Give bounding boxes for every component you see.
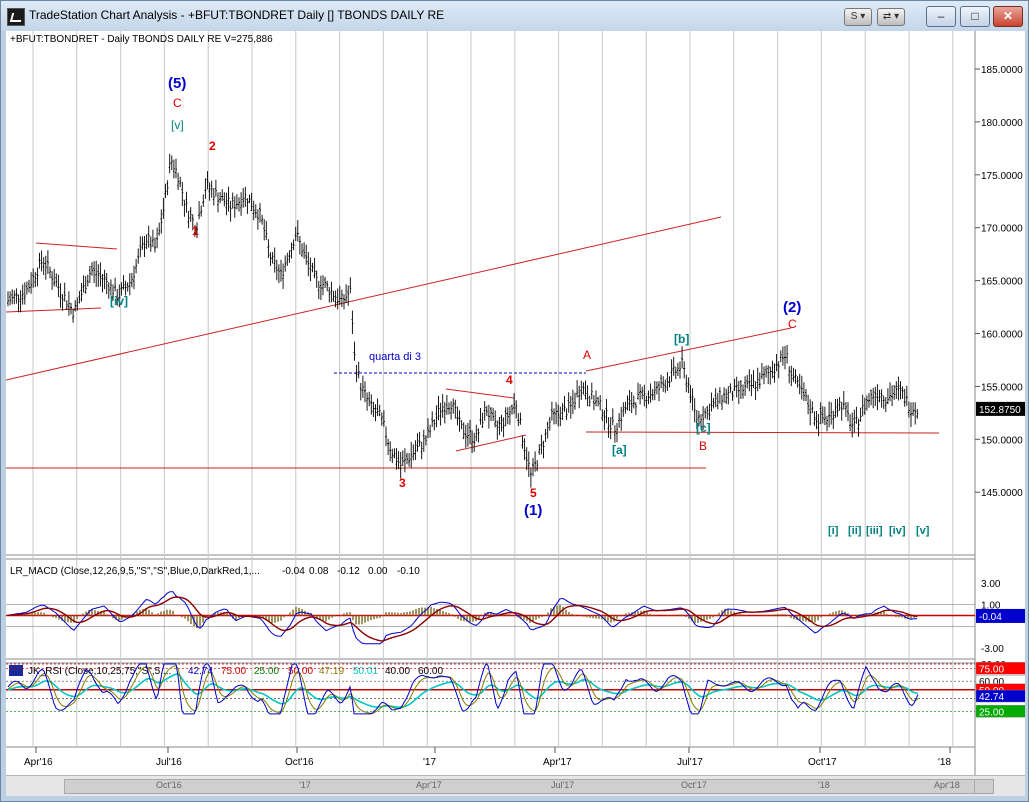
rsi-value: 40.00	[385, 666, 410, 677]
chart-area[interactable]: (5) C [v] 2 1 [iv] quarta di 3 4 3 5 (1) A [a] [b] [c]…	[5, 31, 1027, 775]
wave-label: 2	[209, 139, 216, 153]
time-axis-label: Jul'16	[156, 757, 182, 768]
wave-label: C	[173, 96, 182, 110]
last-price-label: 152.8750	[979, 405, 1021, 416]
price-axis-tick-label: 155.0000	[981, 382, 1023, 393]
scrollbar-end-button[interactable]	[974, 779, 994, 794]
ohlc-bars	[7, 153, 919, 488]
rsi-75-badge-label: 75.00	[979, 664, 1004, 675]
wave-label: B	[699, 439, 707, 453]
price-bars	[7, 153, 919, 488]
rsi-slow-line	[7, 673, 919, 709]
price-axis-tick-label: 180.0000	[981, 118, 1023, 129]
wave-label: (1)	[524, 502, 542, 519]
close-button[interactable]: ✕	[993, 6, 1023, 27]
price-axis-tick-label: 160.0000	[981, 330, 1023, 341]
macd-value: -0.10	[397, 566, 420, 577]
chart-svg[interactable]: (5) C [v] 2 1 [iv] quarta di 3 4 3 5 (1) A [a] [b] [c]…	[5, 31, 1027, 775]
wave-label: [a]	[612, 443, 627, 457]
macd-value: -0.12	[337, 566, 360, 577]
rsi-value: 50.01	[353, 666, 378, 677]
rsi-value: 75.00	[221, 666, 246, 677]
wave-label: [iii]	[866, 525, 883, 537]
macd-axis-tick-label: -3.00	[981, 644, 1004, 655]
wave-label: [c]	[696, 421, 711, 435]
scrollbar-time-label: '18	[818, 780, 830, 790]
scrollbar-time-label: Oct'16	[156, 780, 182, 790]
window-title: TradeStation Chart Analysis - +BFUT:TBON…	[29, 8, 445, 22]
wave-label: 5	[530, 486, 537, 500]
rsi-line	[7, 663, 919, 715]
rsi-value: 25.00	[254, 666, 279, 677]
symbol-link-dropdown-button[interactable]: S ▾	[844, 8, 872, 26]
tradestation-app-icon	[7, 8, 25, 26]
window-link-dropdown-button[interactable]: ⇄ ▾	[877, 8, 905, 26]
horizontal-scrollbar[interactable]: Oct'16 '17 Apr'17 Jul'17 Oct'17 '18 Apr'18	[6, 775, 1025, 796]
wave-label: quarta di 3	[369, 351, 421, 363]
macd-line	[7, 591, 918, 645]
price-axis-tick-label: 165.0000	[981, 277, 1023, 288]
scrollbar-time-label: Oct'17	[681, 780, 707, 790]
scrollbar-time-label: Apr'17	[416, 780, 442, 790]
time-axis-label: Apr'17	[543, 757, 572, 768]
last-price-badge	[976, 401, 1026, 416]
wave-label: [b]	[674, 332, 689, 346]
maximize-button[interactable]: □	[960, 6, 990, 27]
rsi-value: 47.19	[319, 666, 344, 677]
wave-label: [ii]	[848, 525, 862, 537]
rsi-60-badge-label: 60.00	[979, 677, 1004, 688]
rsi-header: JK_RSI (Close,10,25,75,"S",5,...	[28, 666, 171, 677]
rsi-last-badge-label: 42.74	[979, 692, 1004, 703]
rsi-value: 60.00	[418, 666, 443, 677]
scrollbar-time-label: '17	[299, 780, 311, 790]
wave-label: [v]	[916, 525, 930, 537]
title-bar[interactable]: TradeStation Chart Analysis - +BFUT:TBON…	[1, 1, 1028, 31]
macd-signal-line	[7, 596, 918, 642]
rsi-value: 42.74	[188, 666, 213, 677]
time-axis-label: Oct'16	[285, 757, 314, 768]
wave-label: 3	[399, 476, 406, 490]
wave-label: [v]	[171, 118, 184, 132]
wave-label: 1	[192, 224, 199, 238]
wave-label: (5)	[168, 75, 186, 92]
price-axis-tick-label: 170.0000	[981, 224, 1023, 235]
price-axis-tick-label: 175.0000	[981, 171, 1023, 182]
scrollbar-thumb[interactable]	[64, 779, 984, 794]
wave-label: [iv]	[889, 525, 906, 537]
price-axis-tick-label: 150.0000	[981, 435, 1023, 446]
wave-label: C	[788, 317, 797, 331]
wave-label: [iv]	[110, 294, 128, 308]
rsi-25-badge-label: 25.00	[979, 707, 1004, 718]
time-axis-label: '18	[938, 757, 951, 768]
wave-label: A	[583, 348, 591, 362]
price-panel-header: +BFUT:TBONDRET - Daily TBONDS DAILY RE V…	[10, 34, 273, 45]
macd-last-label: -0.04	[979, 612, 1002, 623]
rsi-indicator-icon	[9, 665, 23, 676]
wave-label: [i]	[828, 525, 839, 537]
time-axis-label: Jul'17	[677, 757, 703, 768]
time-axis-label: '17	[423, 757, 436, 768]
macd-value: 0.08	[309, 566, 329, 577]
scrollbar-time-label: Jul'17	[551, 780, 575, 790]
price-axis-tick-label: 185.0000	[981, 65, 1023, 76]
macd-header: LR_MACD (Close,12,26,9,5,"S","S",Blue,0,…	[10, 566, 260, 577]
macd-value: -0.04	[282, 566, 305, 577]
wave-label: (2)	[783, 299, 801, 316]
macd-value: 0.00	[368, 566, 388, 577]
time-axis-label: Apr'16	[24, 757, 53, 768]
time-axis-label: Oct'17	[808, 757, 837, 768]
minimize-button[interactable]: –	[926, 6, 956, 27]
price-axis-tick-label: 145.0000	[981, 488, 1023, 499]
macd-axis-tick-label: 3.00	[981, 579, 1001, 590]
wave-label: 4	[506, 373, 513, 387]
macd-axis-tick-label: 1.00	[981, 601, 1001, 612]
macd-last-badge	[976, 608, 1026, 623]
scrollbar-time-label: Apr'18	[934, 780, 960, 790]
rsi-value: 50.00	[288, 666, 313, 677]
